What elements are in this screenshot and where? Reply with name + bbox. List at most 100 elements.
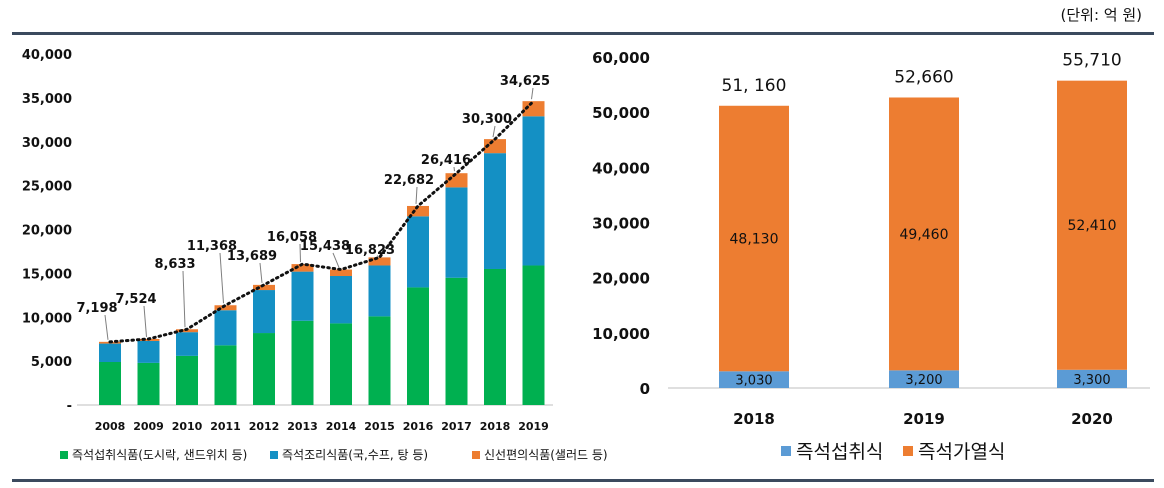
left-bar-segment	[214, 305, 237, 311]
left-total-leader-line	[259, 262, 263, 283]
left-bar-segment	[445, 187, 468, 278]
right-chart: 0 10,000 20,000 30,000 40,000 50,000 60,000 201…	[592, 49, 1150, 463]
right-x-tick-label: 2020	[1071, 410, 1113, 428]
left-x-tick-label: 2009	[133, 420, 164, 433]
left-y-tick-label: 10,000	[22, 311, 72, 326]
right-legend-swatch	[781, 446, 791, 456]
left-total-label: 22,682	[384, 173, 434, 188]
left-total-leader-line	[492, 125, 496, 138]
left-bar-segment	[137, 362, 160, 405]
left-total-label: 15,438	[300, 239, 350, 254]
left-y-tick-label: 35,000	[22, 92, 72, 107]
left-bar-segment	[99, 343, 121, 363]
left-bar-segment	[522, 116, 545, 266]
left-x-tick-label: 2008	[95, 420, 126, 433]
left-y-tick-label: -	[67, 399, 72, 414]
right-bar-segment	[889, 370, 959, 388]
left-bar-segment	[214, 345, 237, 405]
right-y-tick-label: 40,000	[592, 159, 650, 177]
right-y-tick-label: 60,000	[592, 49, 650, 67]
left-x-tick-label: 2011	[210, 420, 241, 433]
left-x-tick-label: 2019	[518, 420, 549, 433]
right-legend-swatch	[903, 446, 913, 456]
left-bar-segment	[291, 271, 314, 321]
left-total-leader-line	[104, 314, 109, 340]
right-segment-label: 52,410	[1068, 218, 1117, 234]
left-bar-segment	[253, 284, 275, 291]
left-x-tick-label: 2017	[441, 420, 472, 433]
right-y-tick-label: 0	[640, 380, 650, 398]
left-total-leader-line	[377, 255, 379, 258]
left-y-tick-label: 5,000	[31, 355, 72, 370]
right-y-tick-label: 10,000	[592, 325, 650, 343]
right-total-label: 51, 160	[722, 76, 787, 96]
left-legend-swatch	[270, 451, 278, 459]
left-bar-segment	[484, 268, 506, 405]
left-total-label: 8,633	[154, 257, 195, 272]
left-y-tick-label: 25,000	[22, 180, 72, 195]
left-total-leader-line	[219, 252, 224, 304]
left-bar-segment	[214, 310, 237, 346]
left-bar-segment	[407, 216, 429, 288]
left-y-tick-label: 30,000	[22, 136, 72, 151]
left-bar-segment	[253, 333, 275, 405]
left-x-tick-label: 2018	[480, 420, 511, 433]
right-x-tick-label: 2019	[903, 410, 945, 428]
left-bar-segment	[522, 265, 545, 405]
top-divider	[12, 32, 1154, 35]
left-total-leader-line	[453, 166, 455, 172]
left-bar-segment	[368, 316, 391, 405]
left-legend-label: 즉석조리식품(국,수프, 탕 등)	[282, 448, 428, 462]
right-bar-segment	[1057, 80, 1127, 370]
right-total-label: 55,710	[1062, 51, 1121, 71]
left-total-label: 16,823	[345, 243, 395, 258]
left-bar-segment	[137, 340, 160, 363]
left-total-label: 7,524	[115, 292, 156, 307]
left-chart: - 5,000 10,000 15,000 20,000 25,000 30,000 35,0…	[22, 48, 608, 462]
left-total-label: 34,625	[500, 74, 550, 89]
left-legend-swatch	[472, 451, 480, 459]
left-y-tick-label: 15,000	[22, 267, 72, 282]
right-bar-segment	[1057, 369, 1127, 388]
left-y-tick-label: 40,000	[22, 48, 72, 63]
left-legend-label: 즉석섭취식품(도시락, 샌드위치 등)	[72, 448, 247, 462]
right-segment-label: 3,200	[905, 373, 942, 388]
left-legend-swatch	[60, 451, 68, 459]
right-segment-label: 49,460	[900, 227, 949, 243]
left-trend-line	[108, 99, 535, 344]
left-bar-segment	[522, 101, 545, 117]
left-x-tick-label: 2012	[249, 420, 280, 433]
right-segment-label: 3,300	[1073, 373, 1110, 388]
left-bar-segment	[368, 265, 391, 317]
left-total-leader-line	[182, 270, 186, 328]
right-bar-segment	[719, 105, 789, 372]
left-bar-segment	[484, 153, 506, 269]
left-total-leader-line	[299, 243, 301, 263]
left-bar-segment	[291, 320, 314, 405]
left-total-label: 13,689	[227, 249, 277, 264]
left-total-label: 16,058	[267, 230, 317, 245]
left-bar-segment	[445, 277, 468, 405]
left-x-tick-label: 2014	[326, 420, 357, 433]
right-segment-label: 3,030	[735, 374, 772, 389]
left-x-tick-label: 2015	[364, 420, 395, 433]
bottom-divider	[12, 479, 1154, 482]
left-total-leader-line	[332, 252, 340, 268]
left-bar-segment	[99, 362, 121, 405]
right-bar-segment	[719, 371, 789, 388]
left-total-label: 7,198	[76, 301, 117, 316]
left-total-leader-line	[143, 305, 147, 338]
left-bar-segment	[176, 355, 198, 405]
unit-note: (단위: 억 원)	[1060, 6, 1143, 24]
left-bar-segment	[330, 269, 352, 277]
left-bar-segment	[291, 264, 314, 272]
left-bar-segment	[407, 205, 429, 217]
right-y-tick-label: 50,000	[592, 104, 650, 122]
left-bar-segment	[330, 323, 352, 405]
left-bar-segment	[407, 287, 429, 405]
right-bar-segment	[889, 97, 959, 371]
left-total-leader-line	[531, 87, 534, 100]
left-total-label: 11,368	[187, 239, 237, 254]
right-total-label: 52,660	[894, 67, 953, 87]
left-bar-segment	[330, 276, 352, 324]
